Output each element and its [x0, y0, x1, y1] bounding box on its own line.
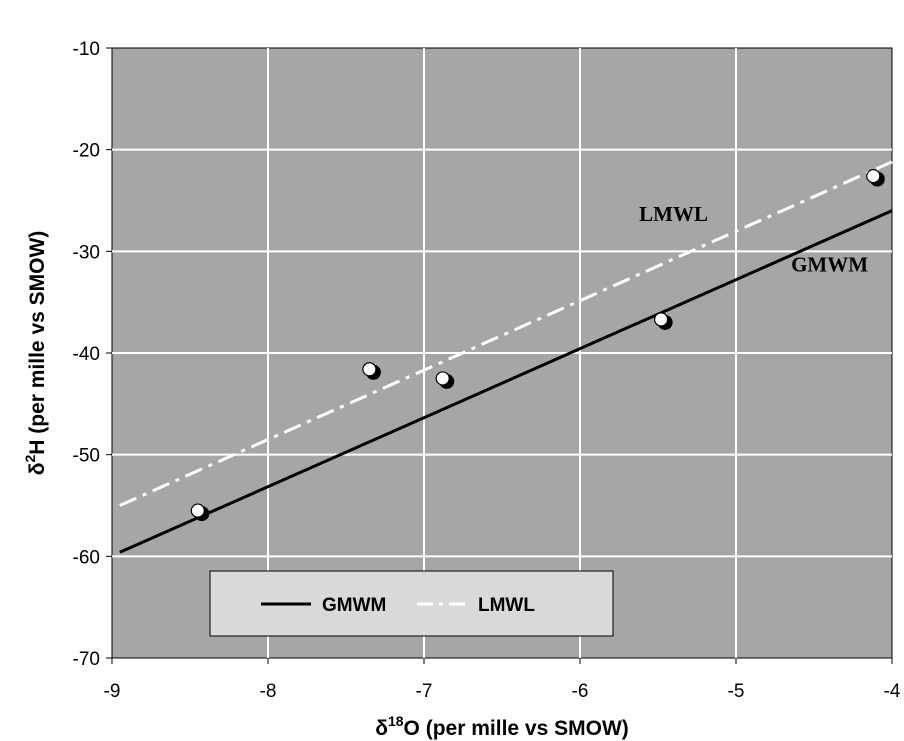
gridlines: [106, 47, 893, 664]
x-axis-title: δ18O (per mille vs SMOW): [375, 713, 629, 740]
annotations: LMWL GMWM: [639, 202, 868, 277]
data-point: [362, 362, 377, 377]
y-tick-label: -20: [73, 141, 100, 162]
y-axis-title-delta: δ: [26, 463, 49, 476]
y-axis-title-rest: H (per mille vs SMOW): [26, 231, 49, 455]
annotation-lmwl: LMWL: [639, 202, 708, 226]
data-point: [866, 169, 881, 184]
tick-labels: -9 -8 -7 -6 -5 -4 -10 -20 -30 -40 -50 -60 -70: [73, 39, 901, 702]
y-tick-label: -40: [73, 344, 100, 365]
data-point: [435, 371, 450, 386]
y-tick-label: -10: [73, 39, 100, 60]
data-points: [190, 169, 885, 522]
x-axis-title-delta: δ: [375, 717, 388, 740]
x-axis-title-sup: 18: [388, 713, 404, 729]
data-point: [190, 503, 205, 518]
annotation-gmwm: GMWM: [791, 253, 868, 277]
x-tick-label: -6: [572, 681, 589, 702]
legend-gmwm-label: GMWM: [322, 595, 386, 616]
y-axis-title: δ2H (per mille vs SMOW): [22, 231, 49, 476]
y-tick-label: -50: [73, 446, 100, 467]
x-tick-label: -9: [104, 681, 121, 702]
y-tick-label: -70: [73, 649, 100, 670]
legend: GMWM LMWL: [209, 570, 614, 637]
y-axis-title-sup: 2: [22, 455, 38, 463]
series-line-gmwm: [119, 209, 893, 554]
y-tick-label: -30: [73, 242, 100, 263]
y-tick-label: -60: [73, 547, 100, 568]
x-tick-label: -5: [728, 681, 745, 702]
series-lines: [119, 160, 893, 554]
x-tick-label: -8: [260, 681, 277, 702]
legend-lmwl-label: LMWL: [478, 595, 535, 616]
series-line-lmwl: [119, 160, 893, 507]
x-tick-label: -4: [884, 681, 901, 702]
x-tick-label: -7: [416, 681, 433, 702]
data-point: [654, 312, 669, 327]
x-axis-title-rest: O (per mille vs SMOW): [404, 717, 629, 740]
